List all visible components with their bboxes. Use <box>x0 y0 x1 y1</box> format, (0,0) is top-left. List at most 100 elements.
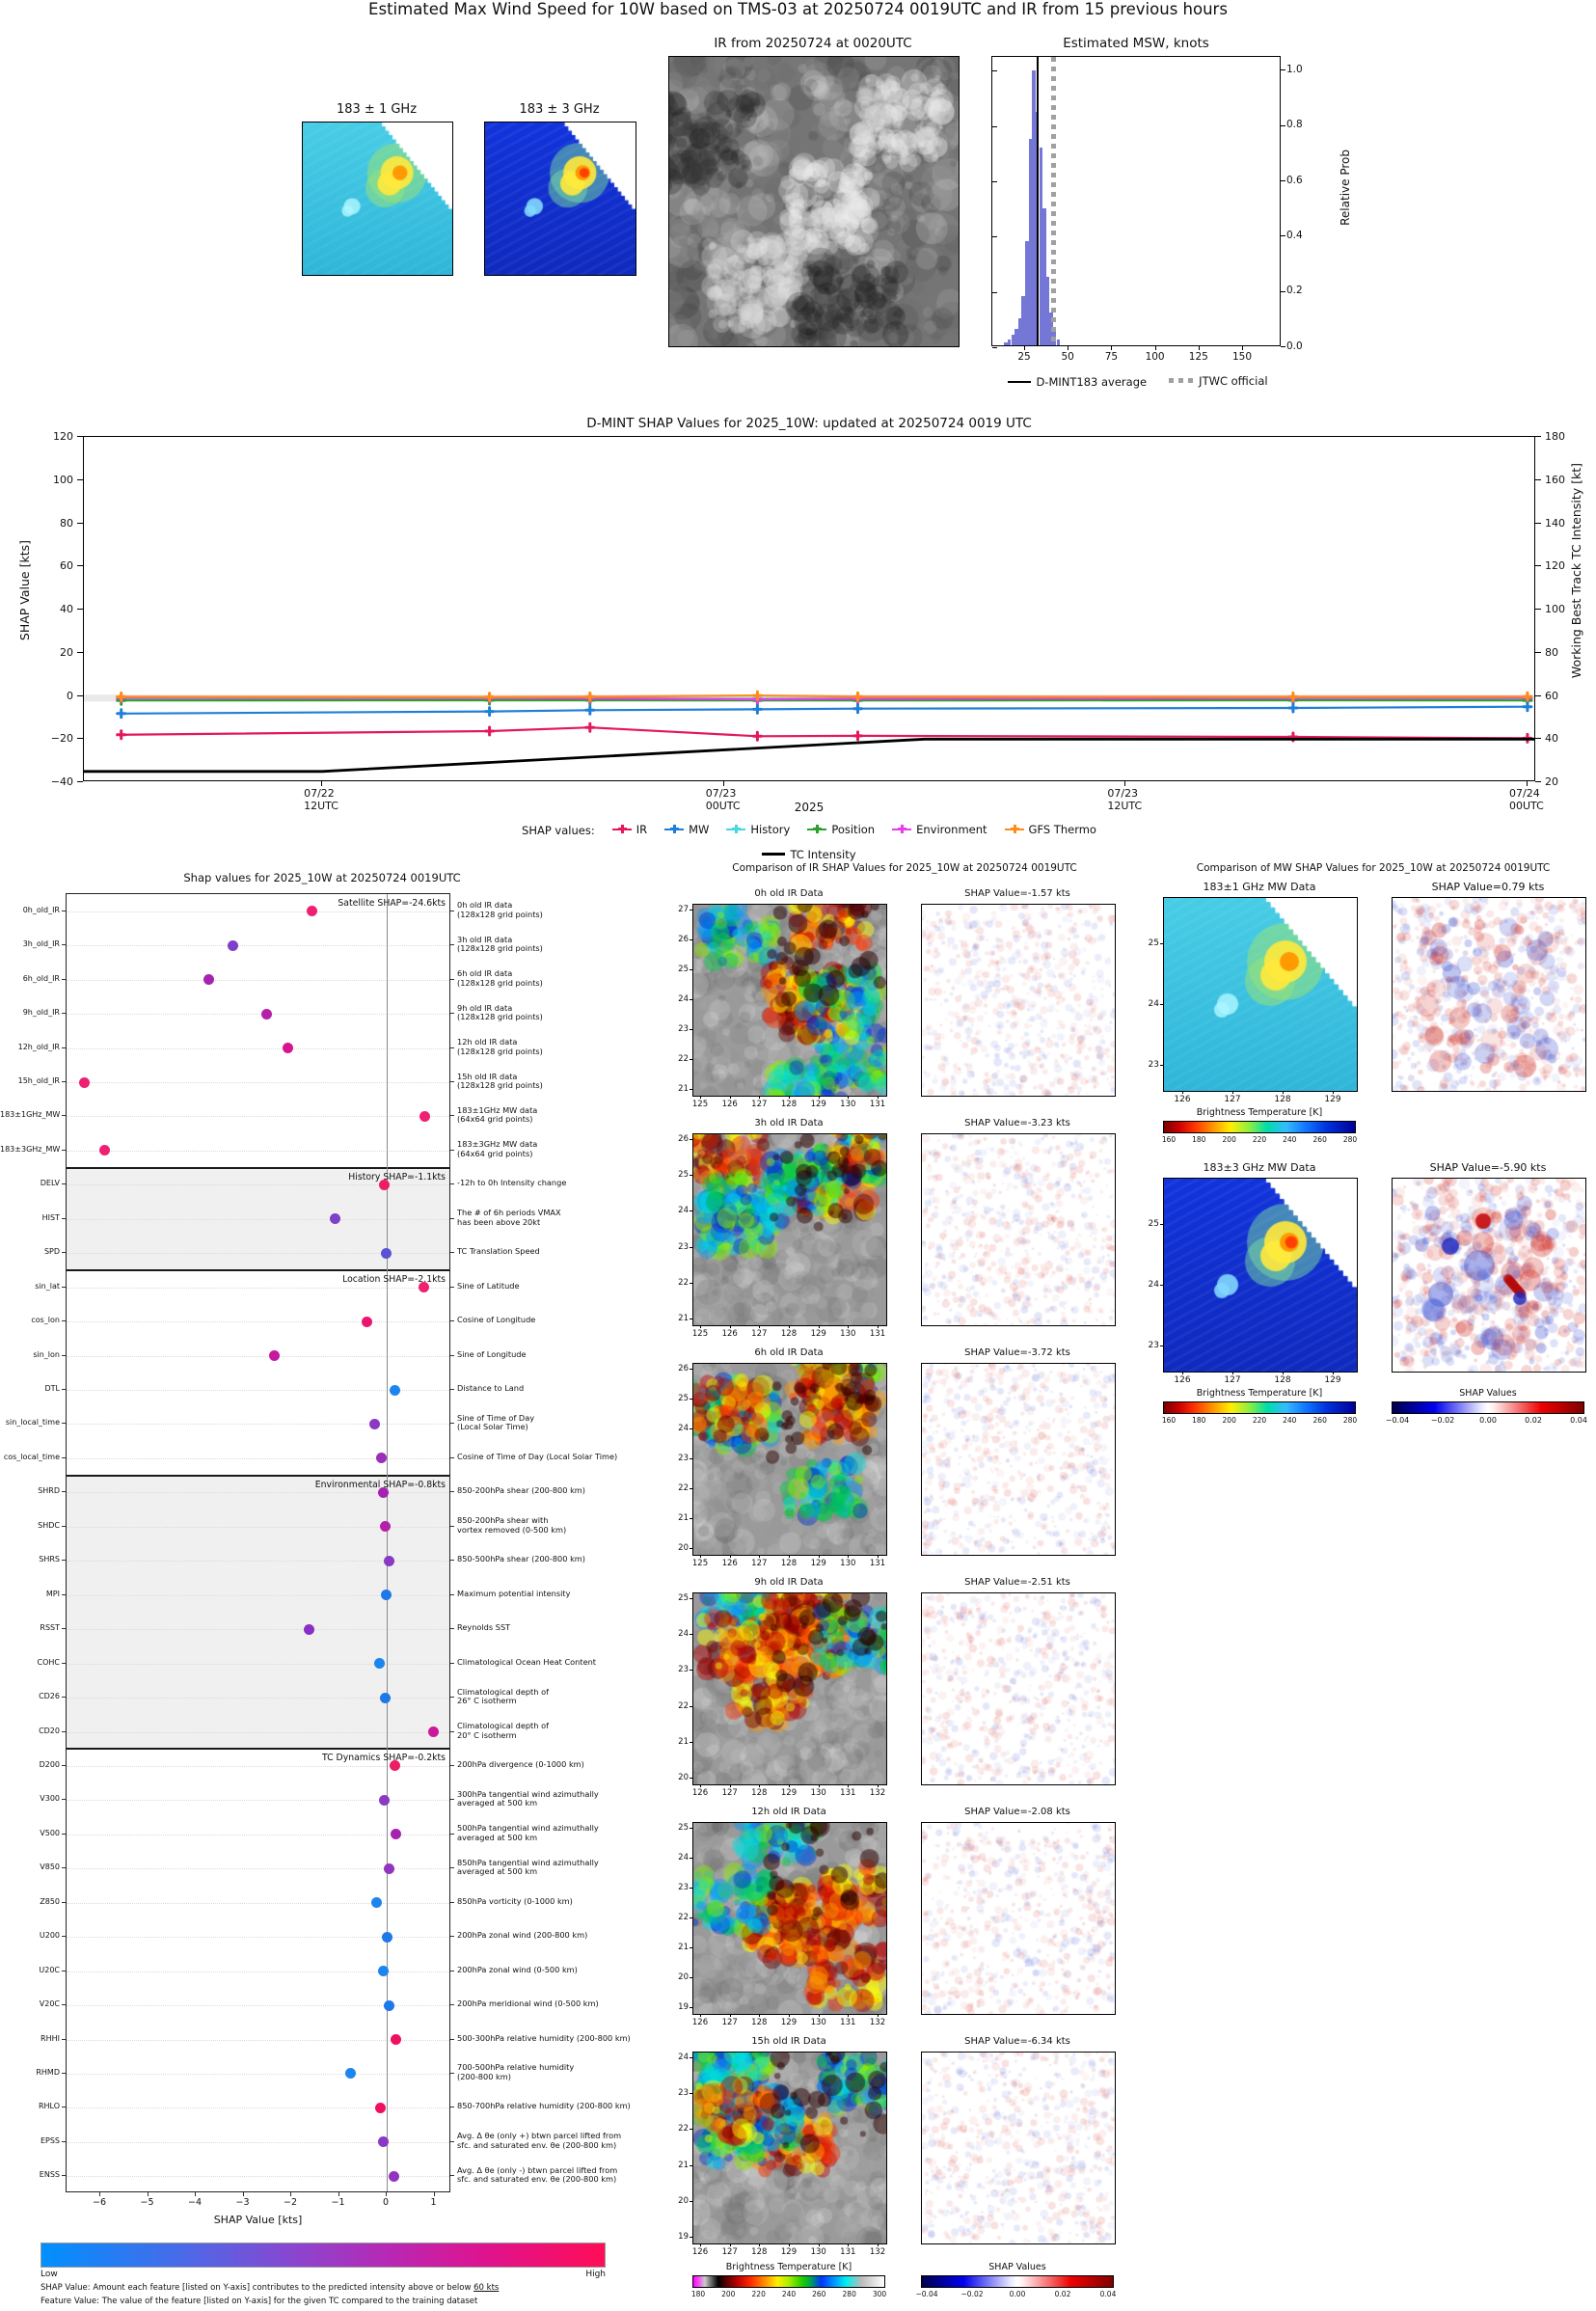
dotplot-x-tick-label: −5 <box>140 2197 154 2208</box>
ir-bt-colorbar-tick: 300 <box>872 2290 887 2298</box>
feature-tick <box>62 1764 66 1766</box>
ir5-lon-label: 132 <box>869 2247 886 2257</box>
feature-label: 15h_old_IR <box>17 1076 60 1085</box>
feature-label: EPSS <box>40 2135 60 2145</box>
jtwc-official-line <box>1051 57 1056 345</box>
ir5-lat-label: 23 <box>678 2088 689 2099</box>
mw-183pm3-thumbnail-image <box>484 122 636 276</box>
feature-desc: 300hPa tangential wind azimuthally avera… <box>457 1788 599 1808</box>
ir2-lon-label: 127 <box>751 1559 768 1568</box>
feature-desc: 850-200hPa shear with vortex removed (0-… <box>457 1515 567 1535</box>
mw-shap-title-1: SHAP Value=-5.90 kts <box>1429 1161 1547 1174</box>
histogram-bar <box>1042 207 1046 345</box>
ts-left-tick-label: 40 <box>60 603 73 615</box>
ts-left-tick <box>77 436 83 437</box>
ir0-lon-tick <box>789 1096 790 1099</box>
tc-intensity-line-swatch <box>762 853 786 856</box>
ir-bt-colorbar-tick: 280 <box>842 2290 856 2298</box>
feature-tick-right <box>450 1423 454 1425</box>
feature-tick <box>62 1320 66 1322</box>
feature-label: 12h_old_IR <box>17 1042 60 1051</box>
histogram-bar <box>1032 70 1036 345</box>
mw-shap-title-0: SHAP Value=0.79 kts <box>1431 881 1545 893</box>
feature-tick-right <box>450 1149 454 1151</box>
histogram-left-tick <box>992 291 997 293</box>
ir5-lon-label: 129 <box>780 2247 798 2257</box>
ir3-lon-label: 126 <box>691 1788 709 1798</box>
ir1-lat-tick <box>690 1175 692 1177</box>
mw0-lon-label: 129 <box>1324 1095 1341 1104</box>
footnote-60kts: 60 kts <box>473 2283 500 2293</box>
ts-left-tick <box>77 609 83 610</box>
ir2-lon-label: 129 <box>810 1559 826 1568</box>
feature-tick-right <box>450 2175 454 2177</box>
feature-tick <box>62 2072 66 2074</box>
mw0-lon-label: 128 <box>1274 1095 1291 1104</box>
ts-left-tick-label: 20 <box>60 645 73 659</box>
feature-label: 0h_old_IR <box>22 905 60 914</box>
feature-label: SPD <box>43 1247 60 1257</box>
feature-tick-right <box>450 944 454 946</box>
ir2-lon-tick <box>759 1555 761 1558</box>
ir1-lon-tick <box>818 1325 820 1328</box>
timeseries-legend-row2: TC Intensity <box>83 841 1535 861</box>
ir3-lat-tick <box>690 1778 692 1780</box>
ir1-lon-label: 126 <box>721 1329 738 1339</box>
feature-desc: Climatological Ocean Heat Content <box>457 1656 597 1667</box>
feature-tick <box>62 1013 66 1015</box>
ir0-lon-label: 130 <box>840 1100 856 1109</box>
feature-tick-right <box>450 1354 454 1356</box>
ir5-lat-tick <box>690 2237 692 2239</box>
mw-shap-map-1 <box>1392 1178 1586 1373</box>
dotplot-title: Shap values for 2025_10W at 20250724 001… <box>183 871 461 884</box>
ts-x-tick <box>722 781 724 786</box>
ir-data-title-0: 0h old IR Data <box>754 888 824 899</box>
histogram-x-tick-label: 100 <box>1145 351 1165 363</box>
shap-dot-9h-old-ir <box>261 1008 273 1020</box>
feature-label: V20C <box>39 1999 60 2008</box>
shap-dot-cos-lon <box>361 1316 372 1327</box>
legend-series-label: MW <box>689 822 710 836</box>
ir-data-title-3: 9h old IR Data <box>754 1577 824 1588</box>
ir3-lon-tick <box>759 1784 761 1787</box>
ir3-lon-label: 129 <box>780 1788 798 1798</box>
ir0-lon-tick <box>818 1096 820 1099</box>
mw1-lon-label: 127 <box>1224 1375 1241 1385</box>
ir-shap-colorbar-bar <box>921 2275 1114 2288</box>
ir2-lat-label: 26 <box>678 1363 689 1373</box>
ts-right-tick <box>1535 478 1541 480</box>
feature-label: cos_local_time <box>3 1452 60 1461</box>
feature-label: sin_lat <box>35 1281 60 1291</box>
mw1-lat-label: 25 <box>1148 1219 1159 1229</box>
dot-gridline <box>67 1765 449 1767</box>
ts-left-tick <box>77 522 83 524</box>
shap-dot-delv <box>379 1179 390 1190</box>
ir-comparison-title: Comparison of IR SHAP Values for 2025_10… <box>732 862 1077 874</box>
mw-bt-tick: 220 <box>1252 1416 1267 1425</box>
feature-tick <box>62 1936 66 1938</box>
feature-tick-right <box>450 1286 454 1288</box>
group-header-location: Location SHAP=-2.1kts <box>342 1273 446 1285</box>
feature-desc: 183±1GHz MW data (64x64 grid points) <box>457 1104 538 1125</box>
ir1-lat-tick <box>690 1246 692 1248</box>
ir-shap-colorbar-tick: −0.02 <box>960 2290 984 2298</box>
series-marker <box>611 824 632 834</box>
ir3-lon-tick <box>729 1784 731 1787</box>
dotted-line-swatch <box>1169 378 1195 383</box>
histogram-bar <box>1017 317 1022 345</box>
ts-left-tick-label: −20 <box>50 732 73 746</box>
ir-shap-title-5: SHAP Value=-6.34 kts <box>964 2036 1070 2047</box>
mw-bt-tick: 280 <box>1342 1416 1358 1425</box>
feature-label: SHDC <box>38 1520 60 1530</box>
feature-desc: Maximum potential intensity <box>457 1588 571 1598</box>
ir4-lat-label: 23 <box>678 1883 689 1892</box>
ir3-lon-label: 132 <box>869 1788 886 1798</box>
feature-label: RHLO <box>38 2102 60 2111</box>
ir5-lon-tick <box>729 2243 731 2246</box>
ir4-lon-tick <box>700 2014 701 2017</box>
mw-data-title-1: 183±3 GHz MW Data <box>1203 1161 1316 1174</box>
ir4-lon-label: 131 <box>840 2018 856 2027</box>
ir3-lon-tick <box>818 1784 820 1787</box>
ir0-lat-label: 21 <box>678 1084 689 1095</box>
feature-tick <box>62 1867 66 1869</box>
